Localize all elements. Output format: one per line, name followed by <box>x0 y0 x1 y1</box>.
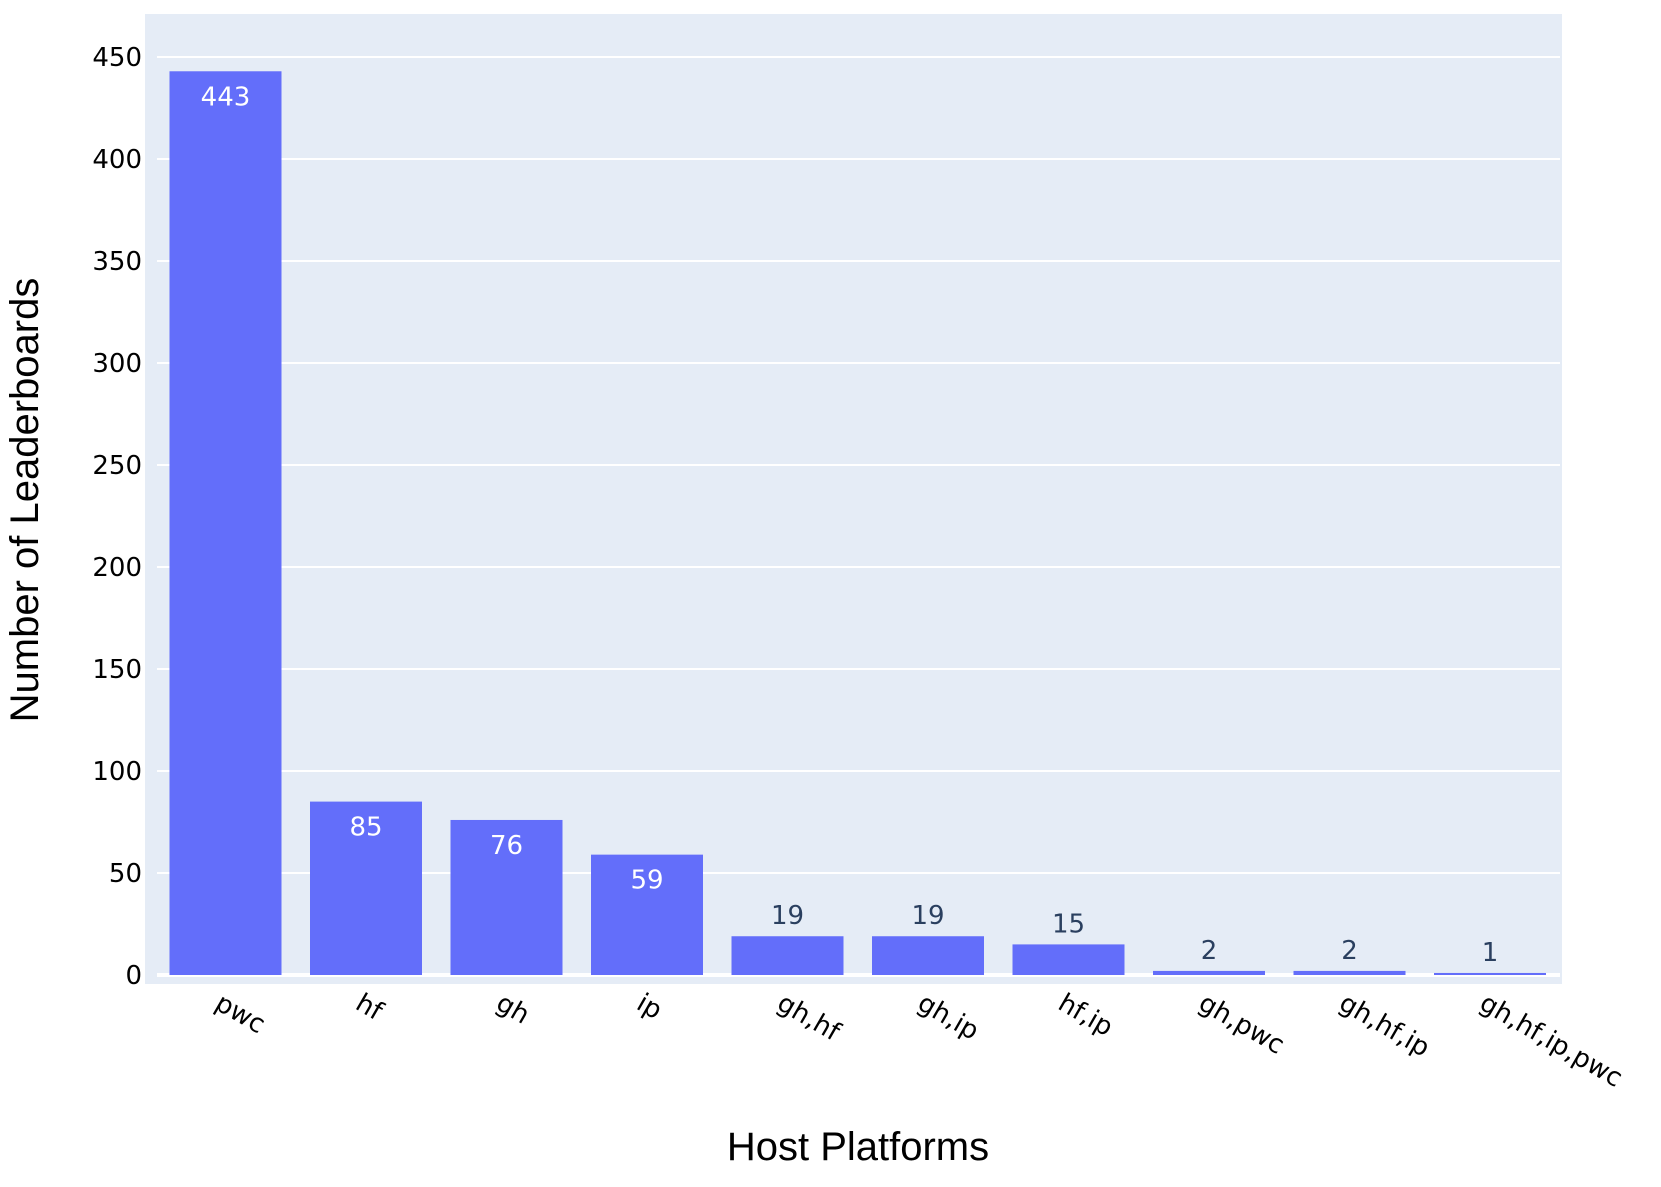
y-tick-label: 200 <box>92 553 142 583</box>
data-label: 19 <box>771 901 804 931</box>
x-tick-label: gh,hf,ip <box>1334 988 1435 1063</box>
y-tick-label: 300 <box>92 349 142 379</box>
bar-pwc <box>170 71 282 975</box>
y-tick-label: 250 <box>92 451 142 481</box>
y-tick-label: 0 <box>125 961 142 991</box>
x-tick-label: gh,hf <box>772 988 846 1048</box>
data-label: 59 <box>630 866 663 896</box>
data-label: 443 <box>201 82 251 112</box>
x-axis-ticks: pwc hf gh ip gh,hf gh,ip hf,ip gh,pwc gh,hf,ip gh… <box>210 988 1627 1094</box>
y-tick-label: 50 <box>109 859 142 889</box>
y-axis-ticks: 0 50 100 150 200 250 300 350 400 450 <box>92 43 142 991</box>
x-tick-label: gh,pwc <box>1194 988 1290 1061</box>
data-label: 76 <box>490 831 523 861</box>
bar-gh-hf <box>732 936 844 975</box>
y-tick-label: 400 <box>92 145 142 175</box>
x-tick-label: gh <box>491 988 535 1030</box>
y-tick-label: 100 <box>92 757 142 787</box>
bar-gh-pwc <box>1153 971 1265 975</box>
y-axis-title: Number of Leaderboards <box>3 278 47 723</box>
data-label: 2 <box>1341 936 1358 966</box>
data-label: 2 <box>1201 936 1218 966</box>
x-tick-label: hf,ip <box>1053 988 1118 1043</box>
x-axis-title: Host Platforms <box>727 1125 989 1169</box>
x-tick-label: gh,ip <box>913 988 984 1046</box>
data-label: 15 <box>1052 909 1085 939</box>
bar-gh-ip <box>872 936 984 975</box>
bar-gh-hf-ip-pwc <box>1434 973 1546 975</box>
x-tick-label: ip <box>632 988 668 1026</box>
data-label: 85 <box>349 813 382 843</box>
data-label: 1 <box>1482 938 1499 968</box>
x-tick-label: gh,hf,ip,pwc <box>1475 988 1628 1094</box>
x-tick-label: hf <box>351 988 389 1027</box>
data-label: 19 <box>911 901 944 931</box>
y-tick-label: 150 <box>92 655 142 685</box>
bar-hf-ip <box>1013 944 1125 975</box>
y-tick-label: 450 <box>92 43 142 73</box>
x-tick-label: pwc <box>210 988 270 1040</box>
bar-gh-hf-ip <box>1294 971 1406 975</box>
y-tick-label: 350 <box>92 247 142 277</box>
